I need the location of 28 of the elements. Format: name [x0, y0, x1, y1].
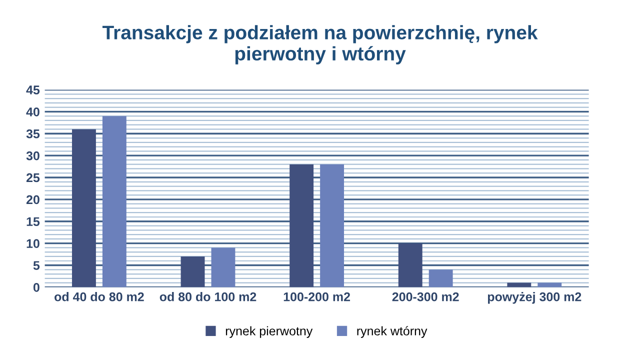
- bar: [72, 129, 96, 288]
- bar: [320, 164, 344, 288]
- x-tick-label: 200-300 m2: [392, 292, 459, 302]
- x-tick-label: powyżej 300 m2: [488, 292, 582, 304]
- x-tick-label: od 40 do 80 m2: [54, 292, 144, 302]
- x-tick-label: 100-200 m2: [284, 292, 350, 302]
- y-tick-label: 35: [26, 129, 40, 138]
- bar: [538, 282, 562, 288]
- bar: [180, 256, 205, 288]
- y-tick-label: 10: [26, 239, 40, 248]
- bar: [507, 282, 532, 288]
- legend-label: rynek pierwotny: [226, 326, 313, 338]
- y-tick-label: 20: [26, 195, 40, 204]
- bar: [211, 248, 236, 288]
- y-tick-label: 25: [26, 173, 40, 182]
- bar: [398, 243, 422, 288]
- y-tick-label: 30: [26, 151, 40, 160]
- bar: [428, 270, 453, 288]
- legend-label: rynek wtórny: [357, 326, 428, 338]
- x-tick-label: od 80 do 100 m2: [160, 292, 256, 302]
- bar: [290, 164, 314, 288]
- y-tick-label: 45: [26, 86, 40, 94]
- y-tick-label: 40: [26, 107, 40, 116]
- y-tick-label: 5: [33, 261, 40, 270]
- chart-title: Transakcje z podziałem na powierzchnię, rynek pierwotny i wtórny: [102, 25, 538, 64]
- y-tick-label: 0: [33, 283, 40, 292]
- bar: [102, 116, 126, 288]
- y-tick-label: 15: [26, 217, 40, 226]
